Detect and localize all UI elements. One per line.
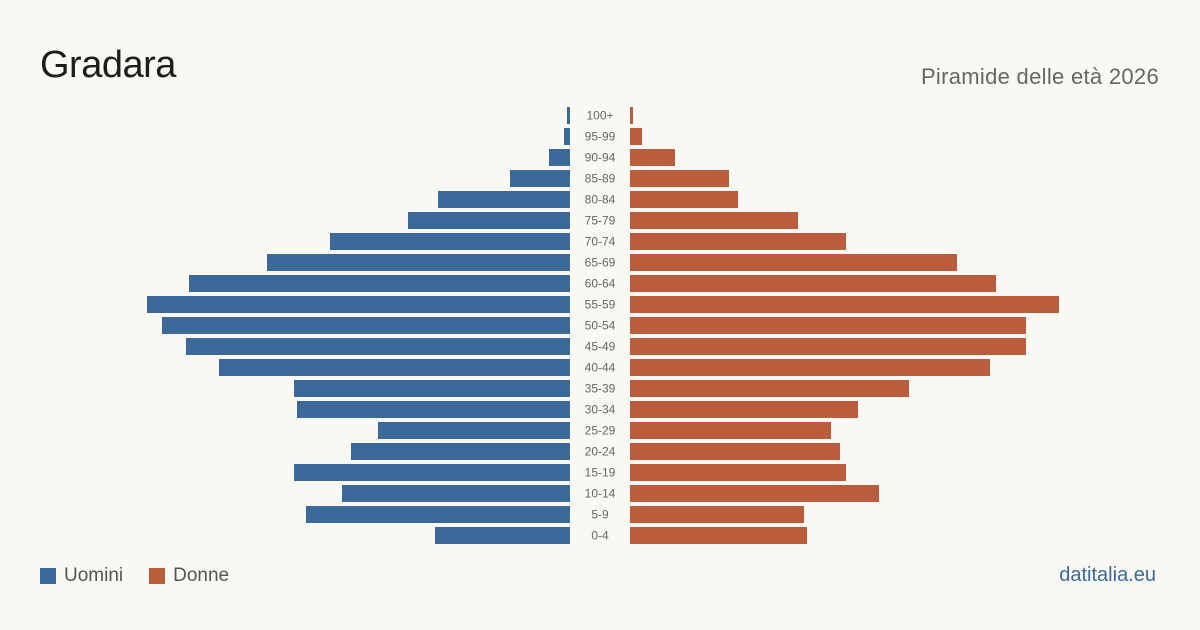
bar-men-65-69 [267, 254, 570, 271]
age-label-60-64: 60-64 [585, 277, 616, 291]
bar-women-65-69 [630, 254, 957, 271]
legend-item-women: Donne [149, 565, 229, 587]
bar-men-10-14 [342, 485, 570, 502]
bar-men-20-24 [351, 443, 570, 460]
bar-men-35-39 [294, 380, 570, 397]
bar-women-75-79 [630, 212, 798, 229]
legend-label-men: Uomini [64, 565, 124, 586]
legend-item-men: Uomini [40, 565, 123, 587]
bar-women-40-44 [630, 359, 990, 376]
age-label-85-89: 85-89 [585, 172, 616, 186]
age-label-75-79: 75-79 [585, 214, 616, 228]
bar-women-20-24 [630, 443, 840, 460]
age-label-45-49: 45-49 [585, 340, 616, 354]
age-label-35-39: 35-39 [585, 382, 616, 396]
legend-label-women: Donne [173, 565, 230, 586]
bar-men-45-49 [186, 338, 570, 355]
bar-men-5-9 [306, 506, 570, 523]
bar-men-55-59 [147, 296, 570, 313]
age-label-50-54: 50-54 [585, 319, 616, 333]
bar-men-50-54 [162, 317, 570, 334]
bar-women-60-64 [630, 275, 996, 292]
legend: Uomini Donne [40, 565, 255, 587]
bar-women-45-49 [630, 338, 1026, 355]
bar-women-55-59 [630, 296, 1059, 313]
legend-swatch-men [40, 568, 56, 584]
bar-men-15-19 [294, 464, 570, 481]
age-label-0-4: 0-4 [591, 529, 609, 543]
bar-women-30-34 [630, 401, 858, 418]
chart-subtitle: Piramide delle età 2026 [920, 64, 1159, 89]
age-label-80-84: 80-84 [585, 193, 616, 207]
source-link[interactable]: datitalia.eu [1059, 564, 1156, 586]
bar-men-0-4 [435, 527, 570, 544]
bar-women-100plus [630, 107, 633, 124]
age-label-90-94: 90-94 [585, 151, 616, 165]
bar-women-50-54 [630, 317, 1026, 334]
bar-women-95-99 [630, 128, 642, 145]
bar-women-85-89 [630, 170, 729, 187]
bar-men-80-84 [438, 191, 570, 208]
age-label-100plus: 100+ [586, 109, 613, 123]
chart-title: Gradara [40, 44, 176, 86]
bar-women-80-84 [630, 191, 738, 208]
age-label-5-9: 5-9 [591, 508, 609, 522]
legend-swatch-women [149, 568, 166, 584]
age-label-30-34: 30-34 [585, 403, 616, 417]
bar-men-30-34 [297, 401, 570, 418]
bar-men-95-99 [564, 128, 570, 145]
age-label-40-44: 40-44 [585, 361, 616, 375]
age-label-15-19: 15-19 [585, 466, 616, 480]
bar-women-15-19 [630, 464, 846, 481]
bar-men-40-44 [219, 359, 570, 376]
population-pyramid-chart: 100+ 95-99 90-94 85-89 80-84 75-79 70-74 65-69 6… [147, 107, 1059, 544]
bar-women-10-14 [630, 485, 879, 502]
bar-men-90-94 [549, 149, 570, 166]
age-label-95-99: 95-99 [585, 130, 616, 144]
bar-men-70-74 [330, 233, 570, 250]
bar-women-25-29 [630, 422, 831, 439]
bar-women-90-94 [630, 149, 675, 166]
bar-women-5-9 [630, 506, 804, 523]
age-label-55-59: 55-59 [585, 298, 616, 312]
bar-men-100plus [567, 107, 570, 124]
age-label-25-29: 25-29 [585, 424, 616, 438]
bar-women-35-39 [630, 380, 909, 397]
bar-men-60-64 [189, 275, 570, 292]
bar-men-75-79 [408, 212, 570, 229]
bar-women-0-4 [630, 527, 807, 544]
age-label-65-69: 65-69 [585, 256, 616, 270]
bar-men-25-29 [378, 422, 570, 439]
age-label-10-14: 10-14 [585, 487, 616, 501]
bar-women-70-74 [630, 233, 846, 250]
age-label-70-74: 70-74 [585, 235, 616, 249]
age-label-20-24: 20-24 [585, 445, 616, 459]
bar-men-85-89 [510, 170, 570, 187]
